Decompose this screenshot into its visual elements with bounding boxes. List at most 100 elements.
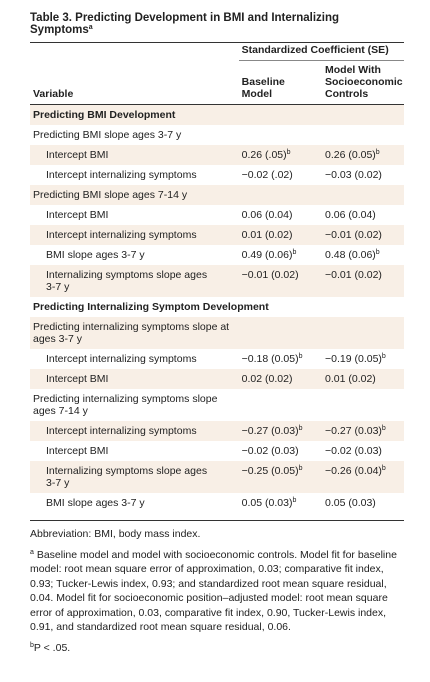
table-row: BMI slope ages 3-7 y 0.49 (0.06)b 0.48 (0.… <box>30 245 404 265</box>
row-label: Intercept internalizing symptoms <box>46 169 197 181</box>
value: 0.06 (0.04) <box>241 209 293 221</box>
value-cell: −0.01 (0.02) <box>322 225 404 245</box>
footnote-mark: b <box>30 641 34 649</box>
row-label: BMI slope ages 3-7 y <box>46 249 145 261</box>
row-label: Intercept BMI <box>46 373 109 385</box>
row-label: Intercept BMI <box>46 149 109 161</box>
value-cell: 0.49 (0.06)b <box>239 245 322 265</box>
row-label-cell: Intercept BMI <box>30 441 239 461</box>
group-title: Predicting BMI slope ages 3-7 y <box>33 129 182 141</box>
row-label-cell: BMI slope ages 3-7 y <box>30 493 239 513</box>
footnote-mark: b <box>381 425 386 432</box>
value-cell: −0.02 (0.03) <box>239 441 322 461</box>
value: −0.26 (0.04) <box>325 465 382 477</box>
footnote: a Baseline model and model with socioeco… <box>30 548 404 635</box>
header-row: Variable Baseline Model Model With Socio… <box>30 60 404 105</box>
footnote: Abbreviation: BMI, body mass index. <box>30 528 201 540</box>
value: 0.01 (0.02) <box>325 373 376 385</box>
row-label: Intercept BMI <box>46 445 109 457</box>
value-cell: 0.06 (0.04) <box>239 205 322 225</box>
table-row: Intercept internalizing symptoms −0.18 (0… <box>30 349 404 369</box>
value: 0.06 (0.04) <box>325 209 376 221</box>
row-label: Internalizing symptoms slope ages 3-7 y <box>46 269 208 293</box>
footnote-mark: a <box>30 548 34 556</box>
row-label: Intercept internalizing symptoms <box>46 229 197 241</box>
value: 0.48 (0.06) <box>325 249 376 261</box>
group-cell: Predicting BMI slope ages 3-7 y <box>30 125 404 145</box>
value: 0.26 (.05) <box>241 149 287 161</box>
table-row: Predicting BMI slope ages 7-14 y <box>30 185 404 205</box>
row-label-cell: BMI slope ages 3-7 y <box>30 245 239 265</box>
group-title: Predicting BMI slope ages 7-14 y <box>33 189 188 201</box>
row-label-cell: Intercept BMI <box>30 205 239 225</box>
value-cell: 0.01 (0.02) <box>322 369 404 389</box>
row-label: Intercept internalizing symptoms <box>46 353 197 365</box>
group-cell: Predicting BMI slope ages 7-14 y <box>30 185 404 205</box>
table-row: Intercept internalizing symptoms 0.01 (0.… <box>30 225 404 245</box>
section-title: Predicting Internalizing Symptom Develop… <box>33 301 269 313</box>
section-title: Predicting BMI Development <box>30 104 404 125</box>
footnote-mark: b <box>298 425 303 432</box>
row-label: Intercept internalizing symptoms <box>46 425 197 437</box>
footnote-mark: b <box>298 465 303 472</box>
header-cell: Baseline Model <box>238 60 322 105</box>
value: −0.25 (0.05) <box>241 465 299 477</box>
table-row: BMI slope ages 3-7 y 0.05 (0.03)b 0.05 (0.… <box>30 493 404 513</box>
value: −0.02 (0.03) <box>325 445 382 457</box>
footnote-mark: a <box>88 24 93 31</box>
value: 0.49 (0.06) <box>241 249 293 261</box>
value-cell: 0.05 (0.03)b <box>239 493 322 513</box>
value: −0.27 (0.03) <box>241 425 299 437</box>
table-row: Predicting Internalizing Symptom Develop… <box>30 297 404 317</box>
table-row: Intercept BMI 0.06 (0.04) 0.06 (0.04) <box>30 205 404 225</box>
value-cell: −0.01 (0.02) <box>238 265 322 297</box>
group-title: Predicting internalizing symptoms slope … <box>33 321 230 345</box>
table-row: Predicting BMI slope ages 3-7 y <box>30 125 404 145</box>
value-cell: 0.48 (0.06)b <box>322 245 404 265</box>
value-cell: −0.27 (0.03)b <box>238 421 322 441</box>
value-cell: −0.02 (.02) <box>239 165 322 185</box>
value-cell: 0.02 (0.02) <box>238 369 322 389</box>
footnote-mark: b <box>298 353 303 360</box>
value: −0.03 (0.02) <box>325 169 382 181</box>
value-cell: 0.05 (0.03) <box>322 493 404 513</box>
footnote-mark: b <box>286 149 291 156</box>
footnote-mark: b <box>292 249 297 256</box>
value: 0.01 (0.02) <box>241 229 293 241</box>
value-cell: −0.25 (0.05)b <box>238 461 322 493</box>
value: −0.27 (0.03) <box>325 425 382 437</box>
value-cell: −0.03 (0.02) <box>322 165 404 185</box>
value-cell: 0.26 (.05)b <box>238 145 322 165</box>
table-row: Intercept BMI 0.02 (0.02) 0.01 (0.02) <box>30 369 404 389</box>
table-row: Intercept internalizing symptoms −0.27 (0… <box>30 421 404 441</box>
table-body: Predicting BMI Development Predicting BMI… <box>30 104 404 514</box>
table-row: Internalizing symptoms slope ages 3-7 y −… <box>30 461 404 493</box>
table-row: Intercept BMI −0.02 (0.03) −0.02 (0.03) <box>30 441 404 461</box>
header-cell: Variable <box>30 60 239 105</box>
value: −0.01 (0.02) <box>241 269 299 281</box>
row-label-cell: Intercept BMI <box>30 369 239 389</box>
footnote: bP < .05. <box>30 641 404 656</box>
value-cell: −0.18 (0.05)b <box>239 349 322 369</box>
footnote-mark: b <box>375 249 380 256</box>
value: −0.18 (0.05) <box>241 353 299 365</box>
row-label-cell: Intercept internalizing symptoms <box>30 225 239 245</box>
table-row: Intercept BMI 0.26 (.05)b 0.26 (0.05) b <box>30 145 404 165</box>
table-title: Table 3. Predicting Development in BMI a… <box>30 12 404 43</box>
value: −0.02 (.02) <box>241 169 293 181</box>
footnote-text: P < .05. <box>33 641 71 654</box>
footnote-mark: b <box>292 497 297 504</box>
table-row: Predicting internalizing symptoms slope … <box>30 317 404 349</box>
value-cell: −0.27 (0.03)b <box>322 421 404 441</box>
header-text: Baseline Model <box>241 76 285 100</box>
value: −0.01 (0.02) <box>325 269 382 281</box>
value-cell: −0.02 (0.03) <box>322 441 404 461</box>
value: 0.26 (0.05) <box>325 149 376 161</box>
table-row: Predicting internalizing symptoms slope … <box>30 389 404 421</box>
row-label-cell: Intercept BMI <box>30 145 239 165</box>
value: 0.05 (0.03) <box>325 497 376 509</box>
row-label-cell: Intercept internalizing symptoms <box>30 349 239 369</box>
value-cell: −0.01 (0.02) <box>322 265 404 297</box>
header-row: Standardized Coefficient (SE) <box>30 40 404 61</box>
